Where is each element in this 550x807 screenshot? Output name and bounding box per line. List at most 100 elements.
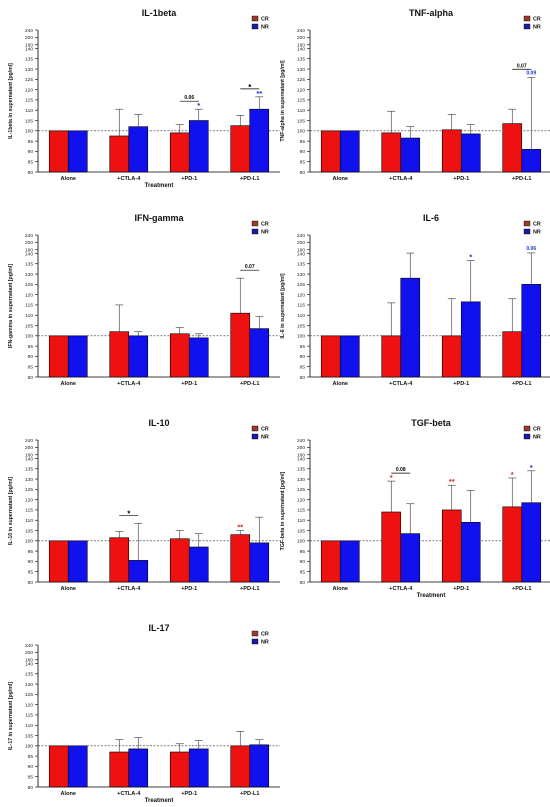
y-tick-label: 160 (297, 43, 305, 49)
y-tick-label: 80 (28, 375, 34, 381)
x-tick-label: +CTLA-4 (389, 381, 413, 387)
x-tick-label: +PD-L1 (240, 176, 259, 182)
y-tick-label: 110 (25, 108, 33, 114)
y-tick-label: 200 (297, 35, 305, 41)
y-tick-label: 130 (297, 272, 305, 278)
y-tick-label: 95 (28, 754, 34, 760)
bar-cr-0 (320, 540, 341, 583)
legend-swatch-cr (251, 425, 259, 432)
bar-cr-1 (109, 537, 130, 583)
y-tick-label: 115 (297, 303, 305, 309)
x-axis-label: Treatment (145, 183, 174, 189)
y-tick-label: 125 (25, 77, 33, 83)
bar-cr-3 (230, 312, 251, 378)
y-tick-label: 115 (25, 303, 33, 309)
bar-cr-3 (230, 125, 251, 173)
y-tick-label: 90 (28, 354, 34, 360)
bar-nr-3 (521, 149, 542, 173)
significance-mark: * (530, 463, 533, 472)
x-tick-label: Alone (60, 381, 76, 387)
legend-label-nr: NR (261, 640, 269, 646)
y-tick-label: 105 (25, 323, 33, 329)
y-tick-label: 85 (300, 570, 306, 576)
bar-cr-1 (381, 511, 402, 583)
y-tick-label: 80 (28, 170, 34, 176)
y-tick-label: 160 (25, 43, 33, 49)
chart-title-tgf-beta: TGF-beta (411, 418, 451, 428)
bar-nr-3 (249, 328, 270, 378)
legend-swatch-nr (523, 433, 531, 440)
y-axis-label: IL-17 in supernatant [pg/ml] (8, 682, 14, 750)
bar-nr-3 (249, 744, 270, 788)
x-tick-label: +CTLA-4 (117, 586, 141, 592)
legend-label-nr: NR (261, 25, 269, 31)
bar-nr-3 (521, 284, 542, 378)
y-tick-label: 95 (28, 344, 34, 350)
legend-label-nr: NR (533, 230, 541, 236)
y-tick-label: 90 (28, 559, 34, 565)
chart-panel: IL-6 80 85 90 95 100 105 110 115 120 125 130 135 1401… (280, 213, 550, 387)
legend-swatch-nr (523, 228, 531, 235)
bar-cr-0 (48, 540, 69, 583)
y-axis-label: TGF-beta in supernatant [pg/ml] (280, 471, 286, 550)
chart-title-il-6: IL-6 (423, 213, 439, 223)
x-tick-label: +PD-L1 (240, 791, 259, 797)
y-tick-label: 80 (28, 785, 34, 791)
y-tick-label: 140 (297, 456, 305, 462)
legend-swatch-nr (251, 23, 259, 30)
y-tick-label: 140 (25, 661, 33, 667)
bar-nr-1 (128, 335, 149, 378)
bar-nr-3 (521, 502, 542, 583)
y-tick-label: 140 (25, 251, 33, 257)
y-tick-label: 100 (25, 334, 33, 340)
y-tick-label: 160 (25, 453, 33, 459)
y-tick-label: 100 (297, 539, 305, 545)
y-tick-label: 85 (28, 570, 34, 576)
y-tick-label: 140 (297, 251, 305, 257)
legend-label-cr: CR (533, 222, 541, 228)
bar-cr-0 (48, 745, 69, 788)
y-tick-label: 200 (297, 240, 305, 246)
y-tick-label: 115 (25, 508, 33, 514)
bar-cr-0 (320, 130, 341, 173)
bar-nr-1 (128, 126, 149, 173)
bar-cr-0 (48, 335, 69, 378)
y-axis-label: IL-1beta in supernatant [pg/ml] (8, 63, 14, 139)
legend-swatch-cr (251, 630, 259, 637)
y-tick-label: 85 (28, 365, 34, 371)
y-tick-label: 130 (25, 477, 33, 483)
y-tick-label: 100 (25, 744, 33, 750)
bar-nr-0 (339, 335, 360, 378)
y-tick-label: 135 (25, 467, 33, 473)
y-tick-label: 140 (25, 456, 33, 462)
bar-nr-2 (188, 748, 209, 788)
bar-nr-0 (339, 130, 360, 173)
y-tick-label: 120 (297, 292, 305, 298)
legend-label-cr: CR (533, 427, 541, 433)
significance-mark: * (469, 253, 472, 262)
x-tick-label: Alone (60, 586, 76, 592)
x-tick-label: Alone (332, 381, 348, 387)
y-tick-label: 125 (297, 282, 305, 288)
bar-cr-2 (169, 132, 190, 173)
y-tick-label: 95 (28, 139, 34, 145)
y-tick-label: 135 (25, 57, 33, 63)
bar-cr-2 (441, 335, 462, 378)
y-tick-label: 90 (300, 149, 306, 155)
y-tick-label: 130 (297, 67, 305, 73)
y-tick-label: 80 (28, 580, 34, 586)
bar-cr-2 (441, 129, 462, 173)
chart-panel: IL-17 80 85 90 95 100 105 110 115 120 125 130 135 140… (8, 623, 280, 804)
y-tick-label: 90 (300, 354, 306, 360)
significance-mark: ** (256, 89, 262, 98)
legend-swatch-nr (523, 23, 531, 30)
y-tick-label: 105 (25, 733, 33, 739)
significance-mark: * (197, 101, 200, 110)
chart-title-il-1beta: IL-1beta (142, 8, 178, 18)
y-tick-label: 90 (300, 559, 306, 565)
y-tick-label: 130 (297, 477, 305, 483)
x-tick-label: +CTLA-4 (389, 586, 413, 592)
y-tick-label: 85 (28, 160, 34, 166)
